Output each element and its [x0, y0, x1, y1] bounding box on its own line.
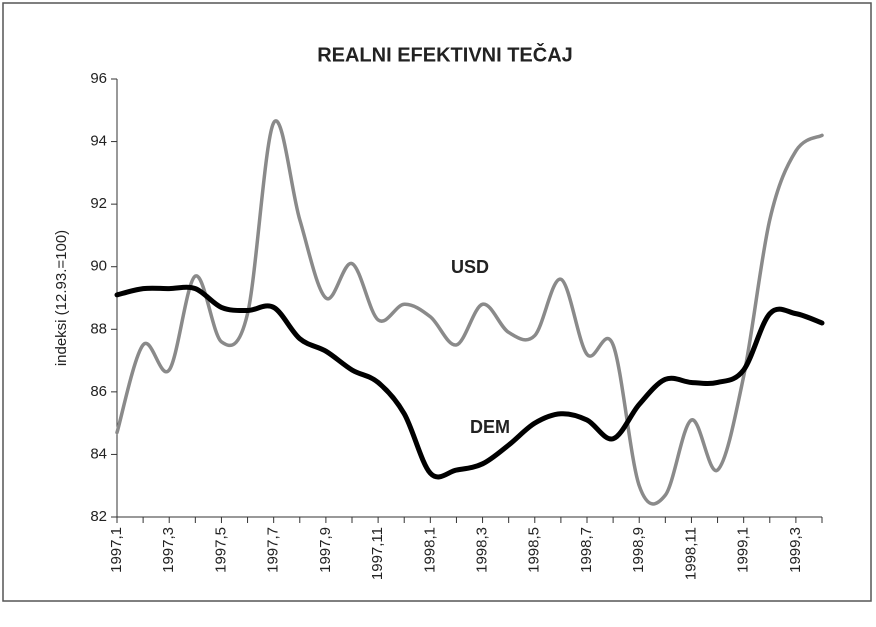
- y-tick-label: 94: [90, 133, 107, 150]
- series-line: [115, 119, 824, 506]
- y-tick-label: 92: [90, 195, 107, 212]
- y-tick-label: 96: [90, 70, 107, 87]
- x-tick-label: 1998,11: [682, 527, 699, 580]
- x-tick-label: 1999,3: [787, 527, 804, 573]
- y-tick-label: 88: [90, 320, 107, 337]
- x-tick-label: 1997,9: [317, 527, 334, 573]
- x-tick-label: 1997,7: [265, 527, 282, 573]
- x-tick-label: 1998,9: [630, 527, 647, 573]
- y-axis-label: indeksi (12.93.=100): [53, 230, 70, 366]
- series-label: DEM: [470, 417, 510, 437]
- series-line: [114, 284, 825, 480]
- y-tick-label: 90: [90, 258, 107, 275]
- x-tick-label: 1997,3: [160, 527, 177, 573]
- x-tick-label: 1997,11: [369, 527, 386, 580]
- y-tick-label: 84: [90, 445, 107, 462]
- x-tick-label: 1998,7: [578, 527, 595, 573]
- x-tick-label: 1998,3: [474, 527, 491, 573]
- series-label: USD: [451, 257, 489, 277]
- y-tick-label: 86: [90, 383, 107, 400]
- x-tick-label: 1997,1: [108, 527, 125, 573]
- x-tick-label: 1997,5: [212, 527, 229, 573]
- x-tick-label: 1998,1: [421, 527, 438, 573]
- y-tick-label: 82: [90, 508, 107, 525]
- chart-frame: [2, 2, 872, 602]
- x-tick-label: 1998,5: [526, 527, 543, 573]
- chart-title: REALNI EFEKTIVNI TEČAJ: [317, 42, 573, 66]
- x-tick-label: 1999,1: [735, 527, 752, 573]
